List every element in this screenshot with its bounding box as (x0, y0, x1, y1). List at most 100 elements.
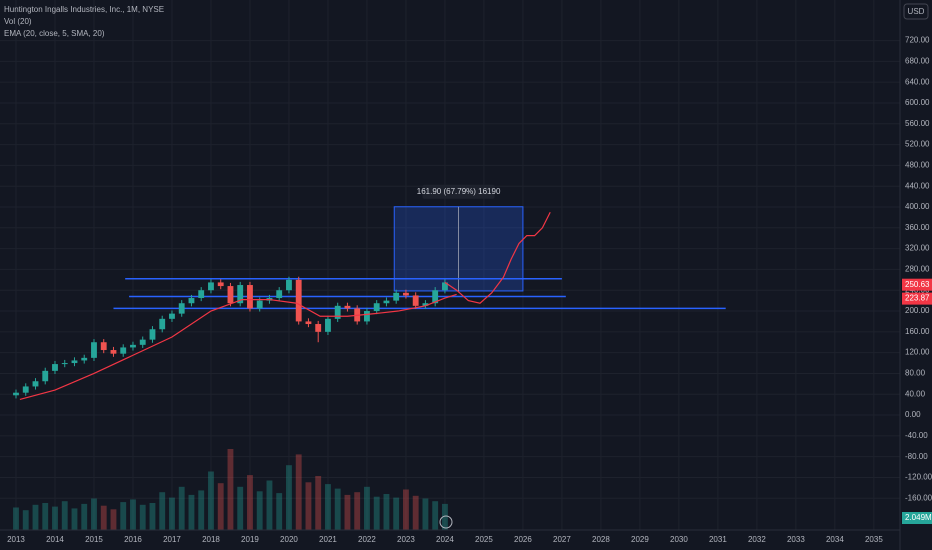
volume-bar (159, 492, 166, 530)
volume-bar (32, 504, 39, 530)
x-tick-label: 2014 (46, 535, 64, 544)
volume-bar (247, 475, 253, 530)
candle-body (256, 300, 263, 309)
y-tick-label: 40.00 (905, 389, 926, 398)
candle-body (295, 279, 302, 322)
x-tick-label: 2028 (592, 535, 610, 544)
volume-bar (442, 503, 448, 530)
y-tick-label: 0.00 (905, 410, 921, 419)
volume-bar (432, 501, 439, 530)
volume-bar (237, 486, 244, 530)
projection-line (444, 211, 551, 304)
volume-bar (139, 504, 146, 530)
volume-bar (403, 489, 409, 530)
x-tick-label: 2031 (709, 535, 727, 544)
volume-label-bg (902, 512, 932, 524)
candle-body (52, 364, 58, 371)
candle-body (178, 303, 185, 314)
price-label-bg (902, 278, 932, 291)
volume-bar (412, 495, 419, 530)
y-tick-label: -40.00 (905, 431, 928, 440)
x-tick-label: 2032 (748, 535, 766, 544)
candle-body (217, 282, 224, 287)
plot-area (13, 206, 726, 530)
candle-body (247, 285, 253, 309)
volume-bar (81, 503, 88, 530)
volume-bar (217, 483, 224, 530)
volume-bar (100, 505, 107, 530)
candle-body (159, 318, 166, 330)
x-tick-label: 2025 (475, 535, 493, 544)
candle-body (110, 350, 117, 354)
candle-body (334, 305, 341, 319)
candle-body (442, 282, 448, 291)
y-tick-label: 80.00 (905, 369, 926, 378)
volume-bar (71, 508, 78, 530)
y-tick-label: 680.00 (905, 56, 930, 65)
event-icon[interactable] (439, 515, 453, 529)
y-tick-label: 280.00 (905, 265, 930, 274)
candle-body (13, 392, 19, 396)
indicator-label: Vol (20) (4, 17, 32, 26)
y-tick-label: 120.00 (905, 348, 930, 357)
y-tick-label: 200.00 (905, 306, 930, 315)
candle-body (42, 370, 49, 382)
volume-bar (188, 494, 195, 530)
candle-body (149, 329, 156, 340)
volume-bar (22, 510, 29, 530)
volume-bar (276, 493, 283, 530)
volume-bar (295, 454, 302, 530)
volume-bar (325, 484, 331, 530)
candle-body (286, 279, 292, 291)
chart-title: Huntington Ingalls Industries, Inc., 1M,… (4, 5, 164, 14)
candle-body (403, 292, 409, 296)
currency-label[interactable]: USD (908, 7, 925, 16)
y-tick-label: 560.00 (905, 119, 930, 128)
y-tick-label: 600.00 (905, 98, 930, 107)
volume-bar (110, 509, 117, 530)
x-tick-label: 2019 (241, 535, 259, 544)
candle-body (22, 386, 29, 393)
volume-bar (315, 476, 322, 530)
volume-bar (256, 491, 263, 530)
x-tick-label: 2034 (826, 535, 844, 544)
candle-body (100, 342, 107, 351)
volume-bar (334, 488, 341, 530)
y-tick-label: 480.00 (905, 161, 930, 170)
candle-body (315, 324, 322, 332)
candle-body (208, 282, 214, 291)
volume-bar (364, 486, 370, 530)
volume-bar (42, 503, 49, 530)
x-tick-label: 2027 (553, 535, 571, 544)
candle-body (393, 292, 400, 301)
volume-bar (13, 507, 19, 530)
volume-bar (91, 498, 97, 530)
candle-body (325, 318, 331, 332)
x-tick-label: 2024 (436, 535, 454, 544)
volume-bar (52, 506, 58, 530)
y-tick-label: 520.00 (905, 140, 930, 149)
x-tick-label: 2016 (124, 535, 142, 544)
volume-bar (198, 490, 205, 530)
currency-button[interactable] (903, 3, 929, 20)
y-tick-label: 360.00 (905, 223, 930, 232)
indicator-label: EMA (20, close, 5, SMA, 20) (4, 29, 105, 38)
x-tick-label: 2020 (280, 535, 298, 544)
volume-bar (61, 501, 68, 530)
x-tick-label: 2018 (202, 535, 220, 544)
candle-body (120, 347, 127, 354)
y-tick-label: -160.00 (905, 493, 932, 502)
volume-bar (208, 471, 214, 530)
volume-bar (305, 482, 312, 530)
candle-body (71, 360, 78, 364)
volume-bar (227, 449, 234, 530)
candle-body (130, 344, 136, 348)
x-tick-label: 2013 (7, 535, 25, 544)
volume-bar (266, 480, 273, 530)
candle-body (344, 305, 351, 309)
volume-bar (422, 498, 429, 530)
volume-bar (149, 503, 156, 530)
y-tick-label: 440.00 (905, 181, 930, 190)
candle-body (276, 290, 283, 299)
